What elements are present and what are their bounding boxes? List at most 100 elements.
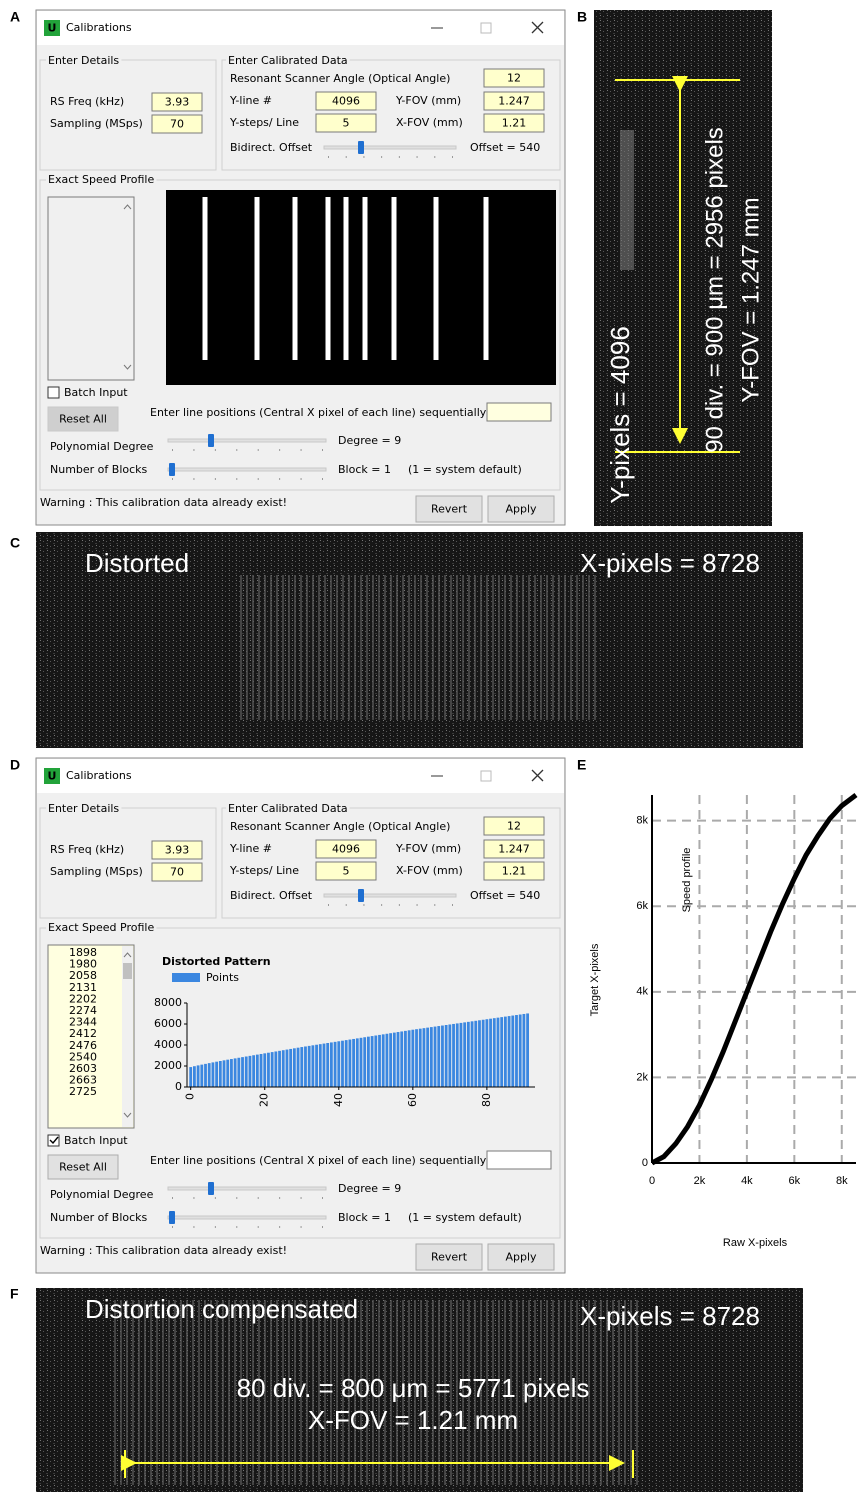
list-item: 2725 (69, 1085, 97, 1098)
bar (189, 1067, 193, 1087)
image-text: X-FOV = 1.21 mm (308, 1405, 518, 1435)
slider-tick (300, 478, 302, 480)
slider-tick (236, 478, 238, 480)
text-input (483, 113, 545, 133)
image-text: X-pixels = 8728 (580, 1301, 760, 1331)
label: Block = 1 (338, 1211, 391, 1224)
checkbox-label: Batch Input (64, 386, 128, 399)
app-icon (44, 20, 60, 36)
label: Number of Blocks (50, 1211, 148, 1224)
x-tick-label: 0 (184, 1093, 197, 1100)
x-axis-label: Raw X-pixels (723, 1237, 788, 1249)
x-tick-label: 0 (649, 1175, 655, 1187)
bar (329, 1042, 333, 1087)
input-value: 12 (507, 820, 521, 833)
y-tick-label: 6000 (154, 1017, 182, 1030)
bar (455, 1023, 459, 1087)
calibration-pattern (166, 190, 556, 385)
bar (481, 1019, 485, 1087)
bar (374, 1035, 378, 1087)
label: (1 = system default) (408, 463, 522, 476)
maximize-icon (480, 770, 492, 782)
slider-tick (257, 1226, 259, 1228)
slider-tick (322, 478, 323, 480)
line-label: 7th (387, 364, 400, 385)
bar (315, 1044, 318, 1087)
group-heading: Enter Calibrated Data (228, 54, 348, 67)
calibration-line (362, 197, 368, 360)
image-text: Y-pixels = 4096 (605, 326, 635, 504)
x-tick-label: 80 (480, 1093, 493, 1107)
button (487, 1243, 555, 1271)
calibration-line (433, 197, 439, 360)
slider-track (167, 467, 327, 472)
bar (193, 1066, 196, 1087)
list-item: 2476 (69, 1039, 97, 1052)
list-item: 2344 (69, 1016, 97, 1029)
calibration-line (325, 197, 331, 360)
slider-tick (300, 449, 302, 451)
slider-tick (345, 904, 347, 906)
image-ruler (110, 1300, 640, 1485)
heading-bg (46, 802, 122, 815)
line-label: 8th (429, 364, 442, 385)
bar (363, 1037, 367, 1087)
button-label: Reset All (59, 1161, 107, 1174)
calibration-line (391, 197, 397, 360)
slider-tick (172, 1197, 173, 1199)
bar (241, 1057, 244, 1087)
label: Enter line positions (Central X pixel of… (150, 406, 487, 419)
slider-tick (214, 449, 216, 451)
line-label: 4th (321, 364, 334, 385)
bar (378, 1034, 381, 1087)
label: X-FOV (mm) (396, 116, 463, 129)
bar (396, 1032, 400, 1087)
label: Bidirect. Offset (230, 889, 313, 902)
calibration-line (343, 197, 349, 360)
slider-tick (434, 904, 436, 906)
label: RS Freq (kHz) (50, 95, 124, 108)
label: Sampling (MSps) (50, 865, 143, 878)
bar (492, 1018, 496, 1087)
bar (300, 1047, 304, 1087)
y-tick-label: 2k (636, 1071, 648, 1083)
x-tick-label: 6k (789, 1175, 801, 1187)
slider-thumb (169, 463, 175, 476)
label: Polynomial Degree (50, 440, 154, 453)
list-item: 2202 (69, 992, 97, 1005)
list-item: 2274 (69, 1004, 97, 1017)
line-label: 1st (198, 364, 211, 383)
slider-tick (416, 156, 418, 158)
y-tick-label: 4k (636, 986, 648, 998)
slider-thumb (358, 889, 364, 902)
image-text: 90 div. = 900 μm = 2956 pixels (701, 127, 728, 453)
bar (407, 1030, 411, 1087)
bar (337, 1041, 341, 1087)
slider-tick (363, 904, 365, 906)
bar (389, 1033, 393, 1087)
bar (444, 1024, 448, 1087)
annotation: Speed profile (681, 848, 693, 913)
text-input (483, 839, 545, 859)
bar (459, 1022, 463, 1087)
bar (355, 1038, 359, 1087)
text-input (151, 92, 203, 112)
label: Block = 1 (338, 463, 391, 476)
bar (344, 1040, 348, 1087)
y-tick-label: 8000 (154, 996, 182, 1009)
text-input (486, 402, 552, 422)
slider-tick (328, 156, 329, 158)
label: Number of Blocks (50, 463, 148, 476)
slider-tick (172, 478, 173, 480)
bar (381, 1034, 385, 1087)
bar (200, 1064, 204, 1087)
slider-tick (452, 904, 453, 906)
app-icon-letter: U (48, 770, 57, 783)
bar (274, 1051, 278, 1087)
image-text: X-pixels = 8728 (580, 548, 760, 578)
legend-swatch (172, 973, 200, 982)
panel-label: B (577, 9, 587, 25)
bar (255, 1054, 259, 1087)
heading-bg (226, 54, 350, 67)
